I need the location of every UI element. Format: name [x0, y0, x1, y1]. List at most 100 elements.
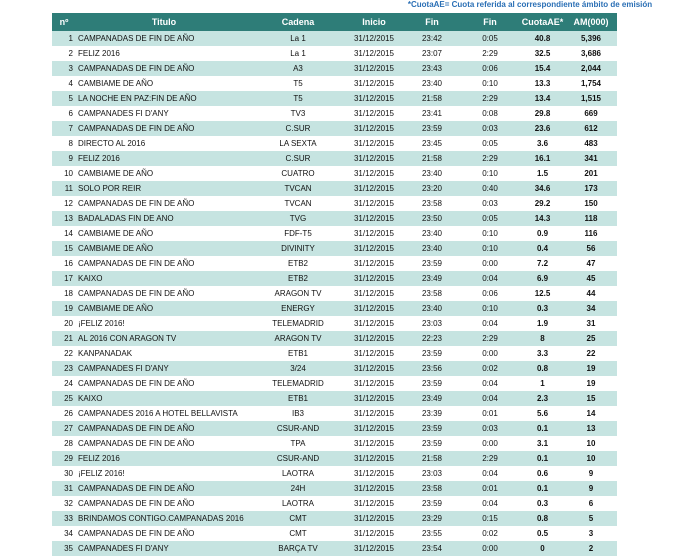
table-cell: 35: [52, 541, 76, 556]
table-cell: 23:49: [404, 391, 460, 406]
table-cell: 31/12/2015: [344, 61, 404, 76]
table-cell: TELEMADRID: [272, 379, 324, 388]
table-cell: 23:45: [421, 139, 443, 148]
table-cell: 0:08: [482, 109, 498, 118]
table-cell: 0:00: [482, 349, 498, 358]
table-cell: 0:03: [460, 421, 520, 436]
table-cell: 34.6: [520, 181, 565, 196]
table-row: 32 CAMPANADAS DE FIN DE AÑO LAOTRA 31/12/20…: [52, 496, 617, 511]
table-cell: TELEMADRID: [272, 319, 324, 328]
table-cell: 1,754: [580, 79, 602, 88]
table-cell: 19: [586, 379, 596, 388]
table-cell: CSUR-AND: [252, 451, 344, 466]
table-cell: 22:23: [404, 331, 460, 346]
table-cell: 31/12/2015: [344, 301, 404, 316]
table-cell: 0:06: [460, 61, 520, 76]
table-cell: 0: [520, 541, 565, 556]
table-cell: 31: [52, 481, 76, 496]
note: *CuotaAE= Cuota referida al correspondie…: [407, 0, 653, 9]
table-cell: 31/12/2015: [353, 169, 395, 178]
table-cell: 31/12/2015: [353, 109, 395, 118]
table-cell: 6: [68, 109, 73, 118]
table-cell: 0.3: [520, 301, 565, 316]
table-row: 34 CAMPANADAS DE FIN DE AÑO CMT 31/12/2015 2…: [52, 526, 617, 541]
column-header: Fin: [404, 13, 460, 31]
table-cell: 23:03: [421, 469, 443, 478]
table-cell: TV3: [290, 109, 306, 118]
table-cell: C.SUR: [252, 151, 344, 166]
table-cell: 23: [52, 361, 76, 376]
column-header: CuotaAE*: [520, 13, 565, 31]
table-cell: 10: [565, 451, 617, 466]
table-cell: BRINDAMOS CONTIGO.CAMPANADAS 2016: [76, 511, 252, 526]
table-cell: 31/12/2015: [353, 79, 395, 88]
table-row: 21 AL 2016 CON ARAGON TV ARAGON TV 31/12/20…: [52, 331, 617, 346]
table-cell: 0.6: [536, 469, 549, 478]
table-cell: 0:06: [482, 289, 498, 298]
table-cell: 15.4: [520, 61, 565, 76]
table-cell: ETB1: [252, 391, 344, 406]
table-cell: 612: [565, 121, 617, 136]
table-cell: 0:02: [460, 361, 520, 376]
table-cell: 14.3: [520, 211, 565, 226]
table-cell: 31/12/2015: [344, 271, 404, 286]
table-row: 35 CAMPANADES FI D'ANY BARÇA TV 31/12/2015 2…: [52, 541, 617, 556]
table-cell: 31/12/2015: [344, 31, 404, 46]
table-cell: CAMPANADAS DE FIN DE AÑO: [78, 259, 195, 268]
table-cell: CSUR-AND: [252, 421, 344, 436]
table-cell: CAMPANADAS DE FIN DE AÑO: [76, 61, 252, 76]
table-cell: 13.4: [520, 91, 565, 106]
table-row: 20 ¡FELIZ 2016! TELEMADRID 31/12/2015 23:03 0…: [52, 316, 617, 331]
table-cell: TVCAN: [252, 181, 344, 196]
table-cell: 0:10: [460, 301, 520, 316]
table-cell: 23:59: [421, 259, 443, 268]
table-cell: 31/12/2015: [344, 241, 404, 256]
table-cell: BADALADAS FIN DE ANO: [76, 211, 252, 226]
table-row: 30 ¡FELIZ 2016! LAOTRA 31/12/2015 23:03 0:04 0…: [52, 466, 617, 481]
table-cell: 31/12/2015: [344, 91, 404, 106]
table-cell: 9: [565, 481, 617, 496]
table-cell: 23:59: [421, 499, 443, 508]
table-cell: 23:07: [421, 49, 443, 58]
table-cell: T5: [252, 91, 344, 106]
table-cell: 1.9: [536, 319, 549, 328]
table-cell: 2:29: [460, 91, 520, 106]
table-cell: 0:05: [460, 211, 520, 226]
table-cell: CAMPANADES FI D'ANY: [78, 109, 169, 118]
table-cell: 31/12/2015: [344, 541, 404, 556]
table-cell: 31/12/2015: [353, 469, 395, 478]
table-cell: 0:10: [482, 79, 498, 88]
table-cell: 23:59: [421, 439, 443, 448]
table-cell: 11: [52, 181, 76, 196]
table-row: 12 CAMPANADAS DE FIN DE AÑO TVCAN 31/12/201…: [52, 196, 617, 211]
table-cell: 4: [68, 79, 73, 88]
table-cell: CUATRO: [281, 169, 315, 178]
table-row: 3 CAMPANADAS DE FIN DE AÑO A3 31/12/2015 23:…: [52, 61, 617, 76]
table-cell: DIRECTO AL 2016: [78, 139, 146, 148]
table-cell: 31/12/2015: [353, 199, 395, 208]
table-cell: 5.6: [536, 409, 549, 418]
table-cell: 0:05: [482, 139, 498, 148]
table-cell: 1: [540, 379, 545, 388]
table-cell: 150: [584, 199, 598, 208]
table-cell: CMT: [289, 529, 307, 538]
table-cell: 31/12/2015: [353, 529, 395, 538]
table-cell: TPA: [290, 439, 306, 448]
table-cell: CAMBIAME DE AÑO: [78, 169, 154, 178]
table-cell: 24H: [252, 481, 344, 496]
table-cell: KANPANADAK: [78, 349, 133, 358]
column-header: nº: [52, 13, 76, 31]
table-cell: 0.8: [520, 511, 565, 526]
table-cell: 116: [584, 229, 598, 238]
table-cell: 9: [588, 469, 594, 478]
table-cell: 23:50: [404, 211, 460, 226]
column-header: Inicio: [344, 13, 404, 31]
table-row: 9 FELIZ 2016 C.SUR 31/12/2015 21:58 2:29 16.1 3…: [52, 151, 617, 166]
table-cell: 31/12/2015: [344, 481, 404, 496]
table-cell: 0:01: [460, 481, 520, 496]
table-cell: 669: [584, 109, 598, 118]
table-cell: 23:59: [421, 379, 443, 388]
table-cell: ETB2: [252, 271, 344, 286]
table-cell: 31/12/2015: [353, 439, 395, 448]
table-cell: BARÇA TV: [252, 541, 344, 556]
